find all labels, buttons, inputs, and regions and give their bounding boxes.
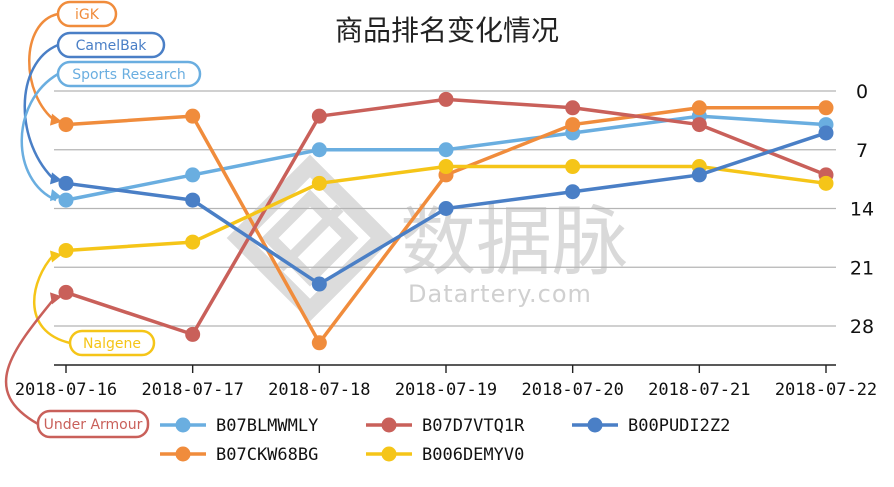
data-point	[185, 192, 201, 208]
callout-label: CamelBak	[76, 38, 148, 54]
y-tick-label: 28	[850, 316, 874, 338]
data-point	[311, 276, 327, 292]
series-layer	[58, 91, 834, 351]
x-tick-label: 2018-07-21	[648, 380, 750, 400]
x-tick-label: 2018-07-20	[521, 380, 623, 400]
data-point	[691, 100, 707, 116]
data-point	[58, 284, 74, 300]
series-B07BLMWMLY	[58, 108, 834, 208]
callout-camelbak: CamelBak	[56, 31, 166, 59]
y-tick-label: 14	[850, 199, 874, 221]
data-point	[185, 234, 201, 250]
callout-box	[68, 329, 156, 357]
data-point	[691, 167, 707, 183]
legend-swatch-marker	[587, 417, 603, 433]
grid	[54, 90, 836, 327]
data-point	[438, 142, 454, 158]
data-point	[565, 117, 581, 133]
data-point	[311, 142, 327, 158]
callout-connector	[28, 12, 59, 123]
data-point	[311, 108, 327, 124]
legend-item-B006DEMYV0: B006DEMYV0	[366, 445, 524, 465]
legend-swatch-marker	[175, 446, 191, 462]
data-point	[818, 100, 834, 116]
watermark-cn: 数据脉	[400, 197, 628, 286]
callout-box	[56, 0, 118, 28]
y-axis-ticks: 0 7 14 21 28	[850, 81, 874, 338]
data-point	[185, 108, 201, 124]
series-B07D7VTQ1R	[58, 91, 834, 342]
callout-sports-research: Sports Research	[56, 60, 202, 88]
chart-title: 商品排名变化情况	[335, 14, 559, 47]
callout-label: iGK	[75, 7, 100, 23]
y-tick-label: 21	[850, 257, 874, 279]
legend-label: B07D7VTQ1R	[422, 416, 525, 436]
data-point	[185, 167, 201, 183]
data-point	[311, 175, 327, 191]
callouts: iGK CamelBak Sports Research Nalgene Under A…	[36, 0, 202, 439]
y-tick-label: 0	[856, 81, 868, 103]
data-point	[565, 159, 581, 175]
callout-label: Under Armour	[44, 417, 143, 433]
callout-connector	[23, 43, 59, 183]
callout-label: Nalgene	[83, 336, 141, 352]
watermark-en: Datartery.com	[408, 280, 592, 308]
data-point	[565, 100, 581, 116]
series-B00PUDI2Z2	[58, 125, 834, 292]
x-tick-label: 2018-07-22	[775, 380, 877, 400]
callout-igk: iGK	[56, 0, 118, 28]
data-point	[438, 201, 454, 216]
legend-swatch-marker	[381, 417, 397, 433]
legend-item-B00PUDI2Z2: B00PUDI2Z2	[572, 416, 730, 436]
data-point	[185, 326, 201, 342]
data-point	[438, 159, 454, 175]
data-point	[818, 175, 834, 191]
data-point	[691, 117, 707, 133]
data-point	[438, 91, 454, 107]
data-point	[565, 184, 581, 200]
x-tick-label: 2018-07-16	[15, 380, 117, 400]
x-tick-label: 2018-07-18	[268, 380, 370, 400]
legend-label: B07CKW68BG	[216, 445, 318, 465]
legend-item-B07BLMWMLY: B07BLMWMLY	[160, 416, 318, 436]
x-tick-label: 2018-07-19	[395, 380, 497, 400]
y-tick-label: 7	[856, 140, 868, 162]
callout-arrowhead-icon	[50, 250, 62, 263]
callout-connector	[33, 253, 71, 345]
data-point	[311, 335, 327, 351]
callout-connector	[5, 295, 57, 426]
data-point	[58, 175, 74, 191]
data-point	[58, 117, 74, 133]
callout-arrowhead-icon	[50, 292, 62, 305]
callout-nalgene: Nalgene	[68, 329, 156, 357]
legend-label: B006DEMYV0	[422, 445, 524, 465]
x-tick-label: 2018-07-17	[141, 380, 243, 400]
data-point	[58, 192, 74, 208]
legend-swatch-marker	[175, 417, 191, 433]
callout-box	[56, 60, 202, 88]
callout-box	[56, 31, 166, 59]
legend-label: B00PUDI2Z2	[628, 416, 730, 436]
data-point	[58, 242, 74, 258]
legend-swatch-marker	[381, 446, 397, 462]
legend-item-B07D7VTQ1R: B07D7VTQ1R	[366, 416, 525, 436]
series-B006DEMYV0	[58, 159, 834, 258]
legend: B07BLMWMLY B07D7VTQ1R B00PUDI2Z2 B07CKW68BG…	[160, 416, 730, 465]
data-point	[818, 125, 834, 141]
callout-under-armour: Under Armour	[36, 409, 150, 439]
callout-connector	[20, 72, 59, 202]
callout-label: Sports Research	[72, 67, 186, 83]
series-B07CKW68BG	[58, 100, 834, 351]
callout-box	[36, 409, 150, 439]
legend-item-B07CKW68BG: B07CKW68BG	[160, 445, 318, 465]
legend-label: B07BLMWMLY	[216, 416, 318, 436]
x-axis: 2018-07-16 2018-07-17 2018-07-18 2018-07-19…	[15, 364, 877, 400]
